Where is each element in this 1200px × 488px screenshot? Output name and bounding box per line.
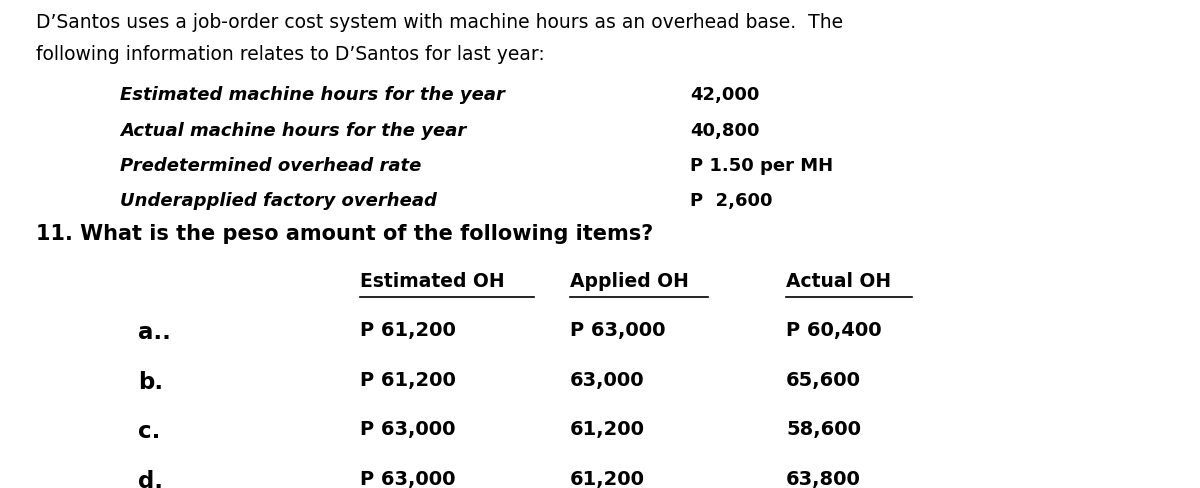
Text: Applied OH: Applied OH bbox=[570, 272, 689, 291]
Text: following information relates to D’Santos for last year:: following information relates to D’Santo… bbox=[36, 45, 545, 64]
Text: a..: a.. bbox=[138, 321, 170, 344]
Text: c.: c. bbox=[138, 420, 161, 444]
Text: 61,200: 61,200 bbox=[570, 470, 646, 488]
Text: Estimated OH: Estimated OH bbox=[360, 272, 505, 291]
Text: D’Santos uses a job-order cost system with machine hours as an overhead base.  T: D’Santos uses a job-order cost system wi… bbox=[36, 13, 844, 32]
Text: Actual machine hours for the year: Actual machine hours for the year bbox=[120, 122, 467, 140]
Text: d.: d. bbox=[138, 470, 163, 488]
Text: P 61,200: P 61,200 bbox=[360, 321, 456, 340]
Text: Actual OH: Actual OH bbox=[786, 272, 892, 291]
Text: 63,800: 63,800 bbox=[786, 470, 860, 488]
Text: 11. What is the peso amount of the following items?: 11. What is the peso amount of the follo… bbox=[36, 224, 653, 244]
Text: 42,000: 42,000 bbox=[690, 86, 760, 104]
Text: Predetermined overhead rate: Predetermined overhead rate bbox=[120, 157, 421, 175]
Text: 63,000: 63,000 bbox=[570, 371, 644, 390]
Text: b.: b. bbox=[138, 371, 163, 394]
Text: 58,600: 58,600 bbox=[786, 420, 862, 439]
Text: P 1.50 per MH: P 1.50 per MH bbox=[690, 157, 833, 175]
Text: 61,200: 61,200 bbox=[570, 420, 646, 439]
Text: P 63,000: P 63,000 bbox=[360, 420, 456, 439]
Text: 40,800: 40,800 bbox=[690, 122, 760, 140]
Text: P 63,000: P 63,000 bbox=[570, 321, 666, 340]
Text: Underapplied factory overhead: Underapplied factory overhead bbox=[120, 192, 437, 210]
Text: 65,600: 65,600 bbox=[786, 371, 862, 390]
Text: Estimated machine hours for the year: Estimated machine hours for the year bbox=[120, 86, 505, 104]
Text: P  2,600: P 2,600 bbox=[690, 192, 773, 210]
Text: P 60,400: P 60,400 bbox=[786, 321, 882, 340]
Text: P 61,200: P 61,200 bbox=[360, 371, 456, 390]
Text: P 63,000: P 63,000 bbox=[360, 470, 456, 488]
